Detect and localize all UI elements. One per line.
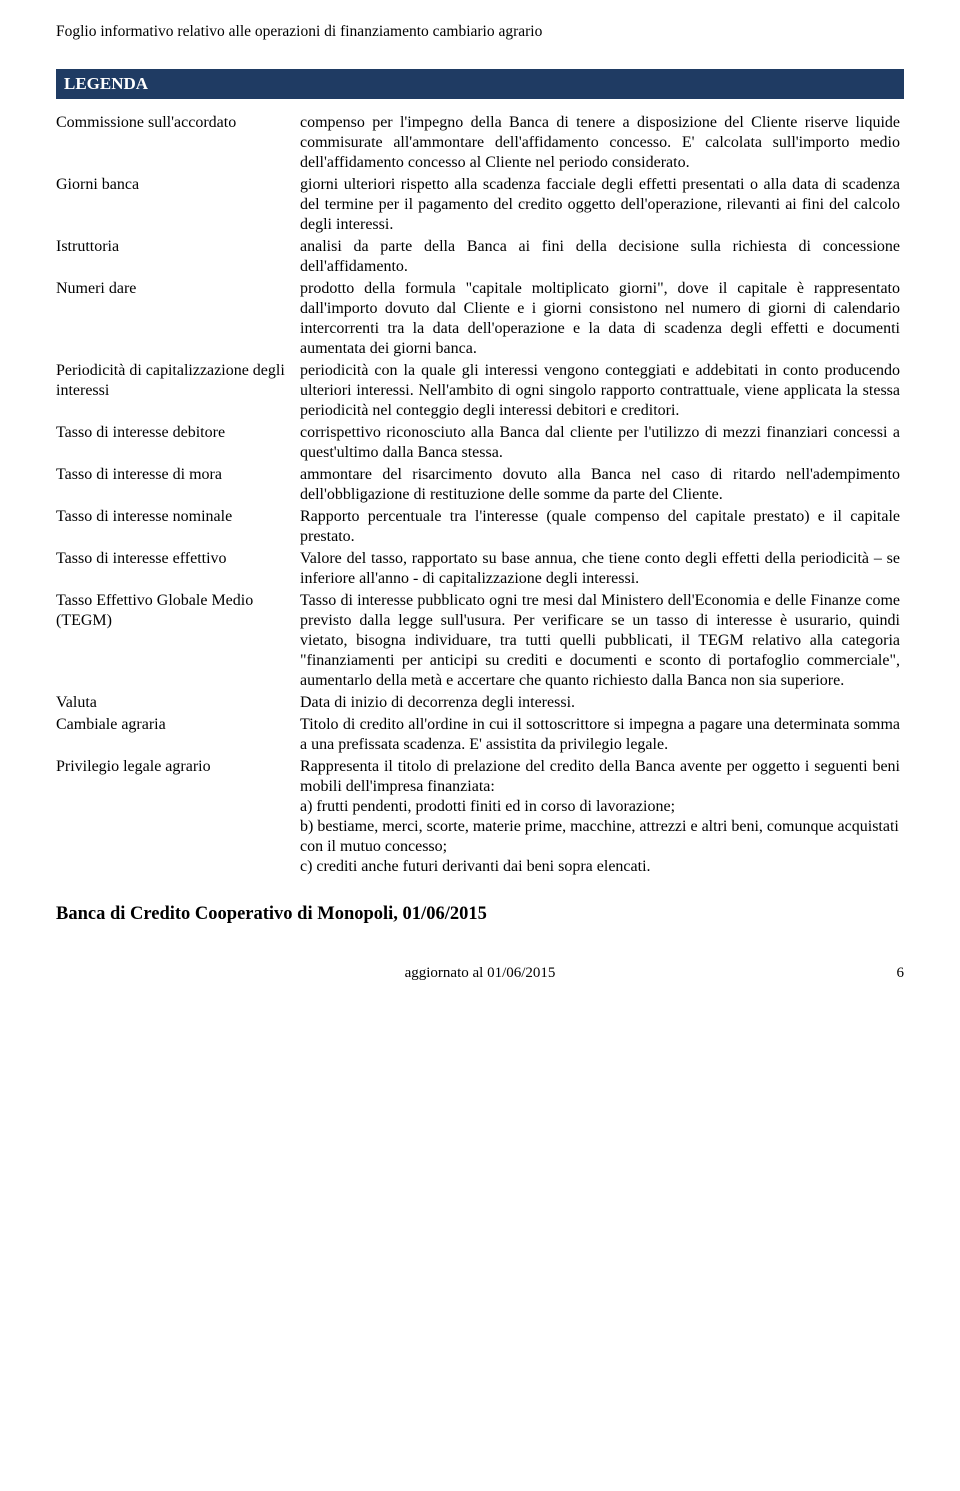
table-row: Cambiale agrariaTitolo di credito all'or… — [56, 715, 904, 757]
glossary-definition: giorni ulteriori rispetto alla scadenza … — [300, 175, 904, 237]
glossary-term: Numeri dare — [56, 279, 300, 361]
footer-page-number: 6 — [897, 964, 905, 983]
legenda-section-header: LEGENDA — [56, 69, 904, 98]
table-row: Giorni bancagiorni ulteriori rispetto al… — [56, 175, 904, 237]
glossary-term: Cambiale agraria — [56, 715, 300, 757]
table-row: Commissione sull'accordatocompenso per l… — [56, 113, 904, 175]
glossary-term: Tasso di interesse nominale — [56, 507, 300, 549]
glossary-definition: Rappresenta il titolo di prelazione del … — [300, 757, 904, 879]
glossary-definition: Titolo di credito all'ordine in cui il s… — [300, 715, 904, 757]
table-row: Tasso di interesse di moraammontare del … — [56, 465, 904, 507]
signature-line: Banca di Credito Cooperativo di Monopoli… — [56, 903, 904, 926]
table-row: Privilegio legale agrarioRappresenta il … — [56, 757, 904, 879]
document-header: Foglio informativo relativo alle operazi… — [56, 22, 904, 41]
glossary-term: Tasso Effettivo Globale Medio (TEGM) — [56, 591, 300, 693]
table-row: Numeri dareprodotto della formula "capit… — [56, 279, 904, 361]
glossary-definition: periodicità con la quale gli interessi v… — [300, 361, 904, 423]
glossary-term: Valuta — [56, 693, 300, 715]
table-row: Tasso di interesse effettivoValore del t… — [56, 549, 904, 591]
table-row: Tasso Effettivo Globale Medio (TEGM)Tass… — [56, 591, 904, 693]
glossary-definition: prodotto della formula "capitale moltipl… — [300, 279, 904, 361]
glossary-definition: Valore del tasso, rapportato su base ann… — [300, 549, 904, 591]
table-row: Tasso di interesse nominaleRapporto perc… — [56, 507, 904, 549]
glossary-term: Commissione sull'accordato — [56, 113, 300, 175]
glossary-definition: corrispettivo riconosciuto alla Banca da… — [300, 423, 904, 465]
glossary-definition: Tasso di interesse pubblicato ogni tre m… — [300, 591, 904, 693]
glossary-term: Istruttoria — [56, 237, 300, 279]
glossary-term: Tasso di interesse effettivo — [56, 549, 300, 591]
glossary-table: Commissione sull'accordatocompenso per l… — [56, 113, 904, 879]
table-row: Periodicità di capitalizzazione degli in… — [56, 361, 904, 423]
glossary-definition: ammontare del risarcimento dovuto alla B… — [300, 465, 904, 507]
glossary-definition: analisi da parte della Banca ai fini del… — [300, 237, 904, 279]
glossary-definition: Data di inizio di decorrenza degli inter… — [300, 693, 904, 715]
glossary-term: Periodicità di capitalizzazione degli in… — [56, 361, 300, 423]
glossary-term: Privilegio legale agrario — [56, 757, 300, 879]
glossary-term: Tasso di interesse di mora — [56, 465, 300, 507]
table-row: Tasso di interesse debitorecorrispettivo… — [56, 423, 904, 465]
glossary-term: Giorni banca — [56, 175, 300, 237]
page-footer: aggiornato al 01/06/2015 6 — [56, 964, 904, 984]
glossary-definition: Rapporto percentuale tra l'interesse (qu… — [300, 507, 904, 549]
footer-updated: aggiornato al 01/06/2015 — [405, 964, 556, 983]
table-row: ValutaData di inizio di decorrenza degli… — [56, 693, 904, 715]
glossary-term: Tasso di interesse debitore — [56, 423, 300, 465]
glossary-definition: compenso per l'impegno della Banca di te… — [300, 113, 904, 175]
table-row: Istruttoriaanalisi da parte della Banca … — [56, 237, 904, 279]
